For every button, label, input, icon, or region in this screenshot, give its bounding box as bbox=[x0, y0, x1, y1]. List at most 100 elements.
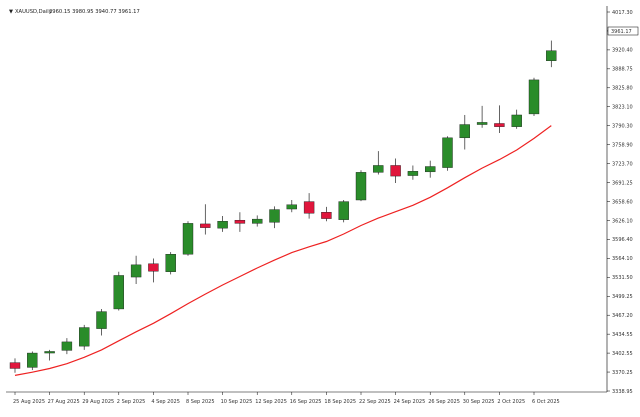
candle-body bbox=[148, 263, 159, 272]
candle-body bbox=[165, 254, 176, 272]
candle-body bbox=[442, 137, 453, 168]
candle-body bbox=[321, 212, 332, 219]
price-axis-tick-label: 3338.95 bbox=[612, 389, 633, 395]
candle-body bbox=[338, 201, 349, 220]
price-axis-tick-label: 3596.40 bbox=[612, 237, 633, 243]
candle-body bbox=[27, 352, 38, 368]
candle bbox=[200, 204, 211, 235]
time-axis-tick-label: 4 Sep 2025 bbox=[151, 399, 180, 405]
candle-body bbox=[425, 166, 436, 173]
price-axis-tick-label: 3499.25 bbox=[612, 294, 633, 300]
time-axis-tick-label: 8 Sep 2025 bbox=[186, 399, 215, 405]
candle bbox=[251, 215, 263, 227]
candle bbox=[78, 324, 90, 350]
candle bbox=[9, 358, 21, 373]
candle bbox=[217, 215, 228, 232]
candle-body bbox=[78, 327, 90, 347]
candle-body bbox=[9, 362, 21, 369]
price-axis-tick-label: 3531.50 bbox=[612, 275, 633, 281]
candle bbox=[61, 338, 73, 355]
candle-body bbox=[390, 165, 401, 177]
candle bbox=[459, 114, 470, 150]
candle bbox=[269, 206, 280, 229]
candle-body bbox=[44, 351, 55, 354]
candle bbox=[494, 105, 505, 134]
candle bbox=[373, 151, 384, 175]
candle-body bbox=[373, 165, 384, 173]
candle-body bbox=[494, 123, 505, 127]
candle bbox=[96, 308, 107, 336]
price-axis-tick-label: 3825.80 bbox=[612, 86, 633, 92]
candle bbox=[476, 105, 488, 128]
candle-body bbox=[96, 311, 107, 329]
price-axis-tick-label: 3888.75 bbox=[612, 67, 633, 73]
candle-body bbox=[459, 124, 470, 139]
price-axis-tick-label: 3402.55 bbox=[612, 351, 633, 357]
time-axis-tick-label: 27 Aug 2025 bbox=[48, 399, 80, 405]
price-axis-tick-label: 3758.90 bbox=[612, 142, 633, 148]
candle-body bbox=[355, 172, 367, 201]
price-axis-labels: 4017.303952.053920.403888.753825.803823.… bbox=[607, 10, 633, 395]
candle-body bbox=[234, 219, 246, 224]
time-axis-tick-label: 25 Aug 2025 bbox=[13, 399, 45, 405]
candle bbox=[425, 160, 436, 178]
price-axis-tick-label: 3920.40 bbox=[612, 48, 633, 54]
candle-body bbox=[130, 264, 142, 278]
price-axis-tick-label: 3564.10 bbox=[612, 256, 633, 262]
price-axis-tick-label: 4017.30 bbox=[612, 10, 633, 16]
time-axis-tick-label: 12 Sep 2025 bbox=[255, 399, 287, 405]
time-axis-tick-label: 16 Sep 2025 bbox=[290, 399, 322, 405]
candle-body bbox=[113, 275, 125, 310]
candle bbox=[338, 200, 349, 223]
candle-body bbox=[528, 79, 540, 115]
time-axis-tick-label: 18 Sep 2025 bbox=[324, 399, 356, 405]
price-axis-tick-label: 3467.20 bbox=[612, 313, 633, 319]
candle-body bbox=[511, 114, 522, 127]
price-axis-tick-label: 3370.25 bbox=[612, 370, 633, 376]
candle-body bbox=[476, 122, 488, 125]
moving-average-layer bbox=[14, 125, 552, 376]
candle bbox=[148, 258, 159, 283]
candle-body bbox=[251, 218, 263, 224]
candle-body bbox=[546, 50, 557, 61]
price-axis-tick-label: 3823.10 bbox=[612, 105, 633, 111]
chart-menu-arrow[interactable]: ▼ bbox=[9, 9, 13, 15]
current-price-label: 3961.17 bbox=[611, 29, 632, 35]
candle bbox=[546, 40, 557, 68]
candle bbox=[165, 252, 176, 275]
candle bbox=[511, 109, 522, 129]
candles-layer bbox=[9, 40, 557, 373]
candle bbox=[44, 349, 55, 361]
candle-body bbox=[182, 223, 194, 255]
candle bbox=[442, 136, 453, 171]
symbol-timeframe-label: XAUUSD,Daily bbox=[15, 9, 52, 15]
candle bbox=[303, 193, 315, 219]
time-axis-tick-label: 26 Sep 2025 bbox=[428, 399, 460, 405]
candle bbox=[27, 351, 38, 371]
candle-body bbox=[61, 341, 73, 351]
candle bbox=[234, 212, 246, 232]
price-axis-tick-label: 3691.25 bbox=[612, 180, 633, 186]
time-axis-tick-label: 30 Sep 2025 bbox=[463, 399, 495, 405]
time-axis-labels: 25 Aug 2025 27 Aug 2025 29 Aug 2025 2 Sep 2… bbox=[13, 392, 560, 405]
candle bbox=[407, 165, 419, 180]
candle bbox=[321, 206, 332, 222]
time-axis-tick-label: 22 Sep 2025 bbox=[359, 399, 391, 405]
price-axis-tick-label: 3723.70 bbox=[612, 161, 633, 167]
time-axis-tick-label: 29 Aug 2025 bbox=[82, 399, 114, 405]
candle-body bbox=[286, 204, 297, 210]
ohlc-readout: 3960.15 3980.95 3940.77 3961.17 bbox=[49, 9, 140, 15]
candle-body bbox=[303, 201, 315, 214]
candle-body bbox=[217, 221, 228, 229]
time-axis-tick-label: 2 Oct 2025 bbox=[497, 399, 525, 405]
price-axis-tick-label: 3626.10 bbox=[612, 218, 633, 224]
candle bbox=[113, 271, 125, 311]
candle bbox=[528, 77, 540, 117]
price-axis-tick-label: 3658.60 bbox=[612, 199, 633, 205]
candle-body bbox=[200, 223, 211, 228]
candle bbox=[390, 158, 401, 183]
price-axis-tick-label: 3434.55 bbox=[612, 332, 633, 338]
candle bbox=[355, 170, 367, 202]
